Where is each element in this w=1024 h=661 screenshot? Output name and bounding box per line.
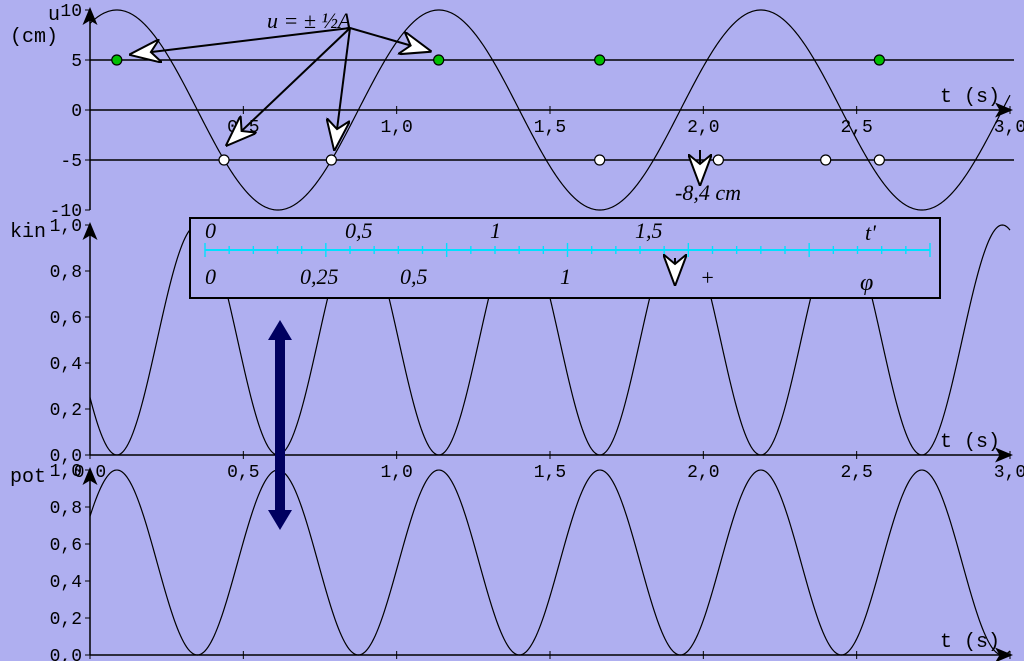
svg-text:0,0: 0,0 bbox=[50, 647, 82, 661]
svg-text:0,8: 0,8 bbox=[50, 499, 82, 519]
svg-text:0: 0 bbox=[71, 102, 82, 122]
svg-text:1,0: 1,0 bbox=[380, 118, 412, 138]
svg-text:0,4: 0,4 bbox=[50, 573, 82, 593]
svg-text:2,5: 2,5 bbox=[840, 118, 872, 138]
svg-text:t (s): t (s) bbox=[940, 431, 1000, 454]
svg-text:0,5: 0,5 bbox=[227, 463, 259, 483]
svg-text:0,4: 0,4 bbox=[50, 355, 82, 375]
svg-text:2,0: 2,0 bbox=[687, 463, 719, 483]
tprime-tick-0: 0 bbox=[205, 218, 216, 243]
kin-label: kin bbox=[10, 221, 46, 244]
svg-text:2,5: 2,5 bbox=[840, 463, 872, 483]
svg-text:t (s): t (s) bbox=[940, 86, 1000, 109]
svg-text:u: u bbox=[48, 4, 60, 27]
phi-label: φ bbox=[860, 270, 873, 296]
svg-text:(cm): (cm) bbox=[10, 26, 58, 49]
svg-text:10: 10 bbox=[60, 2, 82, 22]
svg-text:1,0: 1,0 bbox=[50, 217, 82, 237]
svg-text:1,0: 1,0 bbox=[380, 463, 412, 483]
physics-oscillation-figure: -10-505100,51,01,52,02,53,0u(cm)t (s)u =… bbox=[0, 0, 1024, 661]
svg-text:0,2: 0,2 bbox=[50, 610, 82, 630]
svg-text:-5: -5 bbox=[60, 152, 82, 172]
svg-text:t (s): t (s) bbox=[940, 631, 1000, 654]
phi-tick-1: 0,25 bbox=[300, 264, 339, 289]
pot-label: pot bbox=[10, 466, 46, 489]
svg-text:1,0: 1,0 bbox=[50, 462, 82, 482]
svg-text:1,5: 1,5 bbox=[534, 463, 566, 483]
phase-scale-box: 00,511,5t'00,250,51+φ bbox=[190, 218, 940, 298]
background bbox=[0, 0, 1024, 661]
phi-tick-3: 1 bbox=[560, 264, 571, 289]
svg-text:0,8: 0,8 bbox=[50, 263, 82, 283]
phi-tick-0: 0 bbox=[205, 264, 216, 289]
value-callout-minus84: -8,4 cm bbox=[675, 180, 741, 205]
svg-text:3,0: 3,0 bbox=[994, 118, 1024, 138]
svg-text:0,6: 0,6 bbox=[50, 309, 82, 329]
tprime-tick-1: 0,5 bbox=[345, 218, 373, 243]
svg-text:1,5: 1,5 bbox=[534, 118, 566, 138]
tprime-tick-3: 1,5 bbox=[635, 218, 663, 243]
plus-sign: + bbox=[700, 265, 715, 290]
svg-text:2,0: 2,0 bbox=[687, 118, 719, 138]
svg-text:5: 5 bbox=[71, 52, 82, 72]
phi-tick-2: 0,5 bbox=[400, 264, 428, 289]
tprime-tick-2: 1 bbox=[490, 218, 501, 243]
tprime-label: t' bbox=[865, 220, 876, 245]
svg-text:3,0: 3,0 bbox=[994, 463, 1024, 483]
svg-text:0,6: 0,6 bbox=[50, 536, 82, 556]
svg-text:0,2: 0,2 bbox=[50, 401, 82, 421]
